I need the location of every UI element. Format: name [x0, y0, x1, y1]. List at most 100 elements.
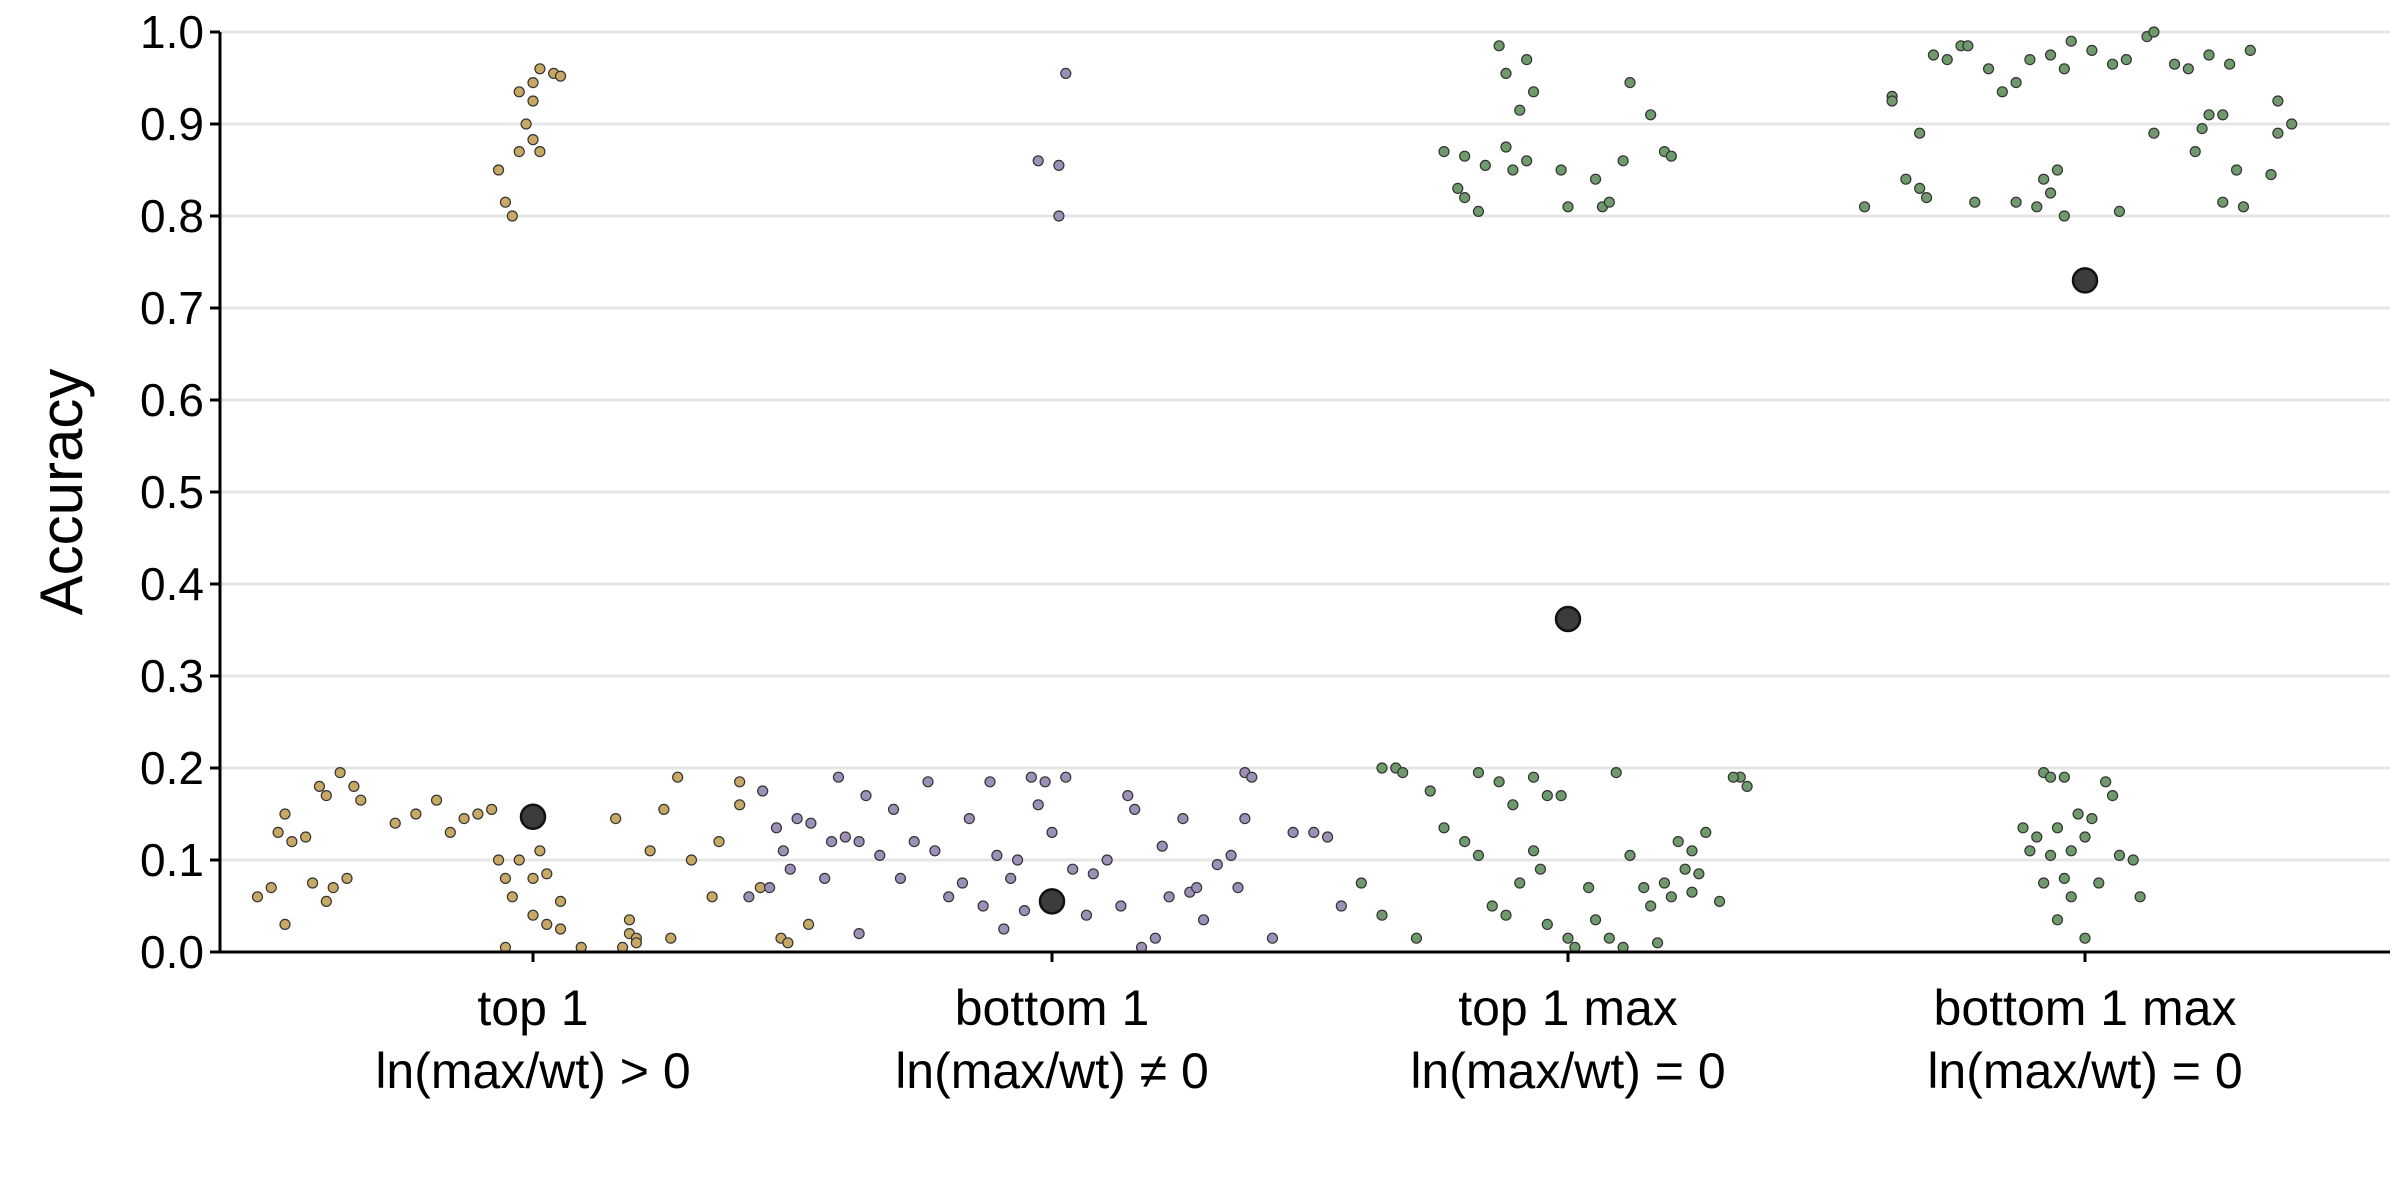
data-point [1686, 845, 1698, 857]
data-point [1514, 104, 1526, 116]
y-tick-label: 0.6 [140, 374, 204, 426]
y-tick-label: 0.9 [140, 98, 204, 150]
data-point [2086, 812, 2098, 825]
data-point [1541, 789, 1553, 802]
data-point [506, 210, 518, 222]
data-point [839, 831, 851, 843]
data-point [1239, 812, 1251, 825]
data-point [853, 927, 865, 940]
mean-point [1554, 605, 1582, 633]
data-point [1603, 932, 1615, 944]
data-point [1858, 201, 1871, 213]
data-point [2044, 771, 2057, 783]
data-point [802, 918, 815, 931]
data-point [492, 164, 505, 176]
data-point [2058, 63, 2070, 75]
data-point [2100, 776, 2112, 788]
data-point [1397, 766, 1409, 779]
data-point [1500, 909, 1512, 921]
data-point [2051, 164, 2064, 176]
data-point [520, 118, 532, 130]
data-point [977, 900, 989, 912]
data-point [754, 881, 766, 894]
data-point [410, 808, 422, 820]
data-point [486, 803, 498, 816]
data-point [2113, 849, 2126, 862]
data-point [1287, 826, 1299, 839]
data-point [1376, 762, 1388, 774]
data-point [1927, 49, 1940, 61]
data-point [513, 854, 525, 866]
data-point [1962, 40, 1974, 52]
data-point [2065, 35, 2077, 47]
data-point [763, 881, 776, 894]
data-point [1727, 771, 1739, 783]
data-point [1693, 868, 1705, 880]
data-point [2051, 822, 2064, 834]
data-point [2031, 201, 2043, 213]
mean-markers [519, 267, 2099, 915]
data-point [1122, 789, 1134, 802]
data-point [630, 937, 642, 949]
data-point [1555, 789, 1567, 802]
y-tick-label: 0.5 [140, 466, 204, 518]
data-point [1741, 780, 1753, 793]
data-point [1060, 67, 1072, 80]
data-point [1438, 822, 1450, 834]
data-point [734, 776, 746, 788]
data-point [623, 914, 636, 926]
data-point [1005, 872, 1017, 885]
y-tick-label: 0.1 [140, 834, 204, 886]
data-point [1527, 771, 1540, 783]
data-point [706, 891, 718, 903]
data-point [1700, 826, 1712, 839]
data-point [2265, 169, 2277, 181]
x-tick-label-sub: ln(max/wt) = 0 [1927, 1043, 2242, 1099]
x-tick-label: top 1 [477, 980, 588, 1036]
data-point [472, 808, 484, 820]
data-point [1438, 146, 1450, 158]
data-point [2093, 877, 2105, 889]
data-point [2065, 845, 2077, 857]
data-point [527, 909, 539, 921]
data-point [1067, 863, 1079, 875]
mean-point [2071, 267, 2099, 294]
y-tick-label: 0.4 [140, 558, 204, 610]
data-point [853, 835, 865, 848]
data-point [922, 776, 934, 788]
data-point [784, 863, 796, 875]
data-point [2217, 109, 2229, 121]
data-point [2038, 877, 2050, 889]
data-point [306, 877, 319, 889]
data-point [2244, 44, 2256, 57]
data-point [2044, 849, 2057, 862]
grid-lines [210, 30, 2390, 954]
data-point [1486, 900, 1498, 912]
data-point [1025, 771, 1037, 783]
data-point [1651, 937, 1664, 949]
data-point [320, 895, 332, 908]
data-point [1232, 881, 1244, 894]
data-point [534, 845, 546, 857]
data-point [1156, 840, 1168, 852]
data-point [1665, 150, 1677, 162]
data-point [2196, 123, 2208, 135]
y-tick-label: 0.0 [140, 926, 204, 978]
data-point [1493, 40, 1505, 52]
data-point [1603, 196, 1615, 208]
data-point [1713, 895, 1726, 908]
data-point [506, 891, 518, 903]
data-point [998, 923, 1010, 935]
data-point [534, 63, 546, 75]
data-point [1039, 776, 1051, 788]
y-tick-label: 0.2 [140, 742, 204, 794]
data-point [2010, 76, 2022, 89]
data-point [2017, 822, 2029, 834]
data-point [1672, 835, 1684, 848]
data-point [1527, 845, 1540, 857]
y-tick-label: 1.0 [140, 6, 204, 58]
data-point [1355, 877, 1367, 889]
data-point [2189, 146, 2201, 158]
data-point [2072, 808, 2084, 820]
